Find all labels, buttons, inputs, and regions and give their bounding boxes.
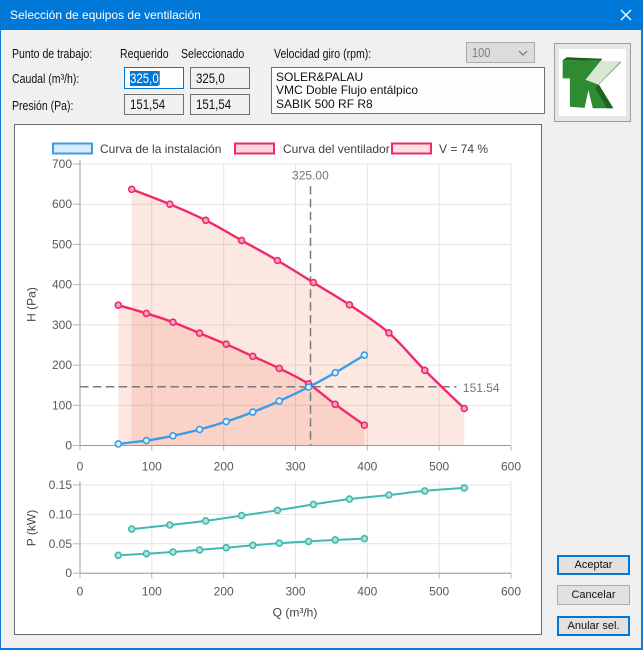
svg-text:300: 300 xyxy=(52,318,72,332)
svg-text:325.00: 325.00 xyxy=(292,169,329,183)
svg-text:Curva del ventilador: Curva del ventilador xyxy=(283,142,390,156)
svg-text:600: 600 xyxy=(52,197,72,211)
svg-text:600: 600 xyxy=(501,460,521,474)
svg-text:500: 500 xyxy=(429,585,449,599)
svg-text:100: 100 xyxy=(142,585,162,599)
svg-text:0.15: 0.15 xyxy=(49,478,73,492)
svg-text:300: 300 xyxy=(285,585,305,599)
svg-text:0: 0 xyxy=(77,585,84,599)
svg-text:0.05: 0.05 xyxy=(49,537,73,551)
svg-text:200: 200 xyxy=(52,358,72,372)
svg-text:200: 200 xyxy=(214,460,234,474)
svg-text:200: 200 xyxy=(214,585,234,599)
svg-text:Curva de la instalación: Curva de la instalación xyxy=(100,142,221,156)
svg-text:100: 100 xyxy=(142,460,162,474)
svg-text:700: 700 xyxy=(52,157,72,171)
svg-text:Q (m³/h): Q (m³/h) xyxy=(273,606,318,620)
svg-text:100: 100 xyxy=(52,398,72,412)
svg-text:300: 300 xyxy=(285,460,305,474)
svg-text:151.54: 151.54 xyxy=(463,381,500,395)
svg-text:400: 400 xyxy=(357,460,377,474)
svg-text:600: 600 xyxy=(501,585,521,599)
svg-text:P (kW): P (kW) xyxy=(25,510,39,546)
svg-text:0.10: 0.10 xyxy=(49,507,73,521)
svg-text:500: 500 xyxy=(52,237,72,251)
svg-text:400: 400 xyxy=(357,585,377,599)
svg-text:0: 0 xyxy=(65,439,72,453)
svg-text:0: 0 xyxy=(77,460,84,474)
svg-text:V = 74 %: V = 74 % xyxy=(439,142,488,156)
svg-text:H (Pa): H (Pa) xyxy=(25,287,39,322)
svg-text:0: 0 xyxy=(65,566,72,580)
svg-text:400: 400 xyxy=(52,278,72,292)
svg-text:500: 500 xyxy=(429,460,449,474)
